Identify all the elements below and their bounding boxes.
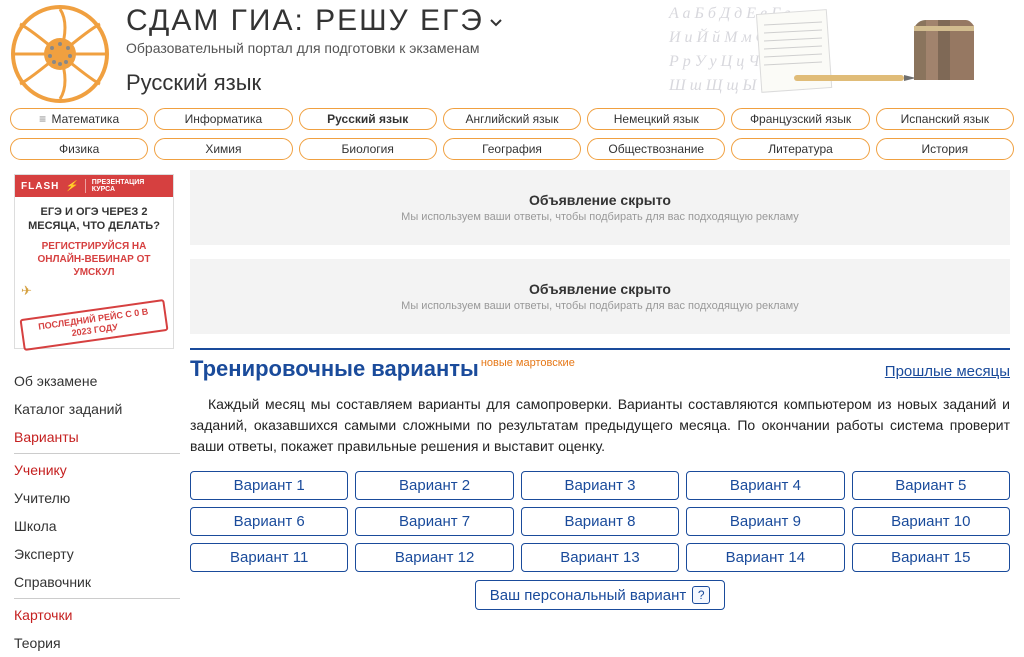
ad-flash-sub: ПРЕЗЕНТАЦИЯ КУРСА [85, 179, 167, 193]
site-logo[interactable] [10, 4, 110, 104]
nav-pill-физика[interactable]: Физика [10, 138, 148, 160]
variant-button[interactable]: Вариант 9 [686, 507, 844, 536]
variant-button[interactable]: Вариант 1 [190, 471, 348, 500]
sidebar-ad-banner[interactable]: FLASH ⚡ ПРЕЗЕНТАЦИЯ КУРСА ЕГЭ И ОГЭ ЧЕРЕ… [14, 174, 174, 349]
side-menu-item[interactable]: Школа [14, 512, 180, 540]
nav-pill-немецкий-язык[interactable]: Немецкий язык [587, 108, 725, 130]
header: СДАМ ГИА: РЕШУ ЕГЭ Образовательный порта… [0, 0, 1024, 104]
variant-button[interactable]: Вариант 4 [686, 471, 844, 500]
site-title-text: СДАМ ГИА: РЕШУ ЕГЭ [126, 4, 484, 38]
side-menu: Об экзаменеКаталог заданийВариантыУченик… [14, 367, 180, 657]
side-menu-item[interactable]: Учителю [14, 484, 180, 512]
side-menu-item[interactable]: Каталог заданий [14, 395, 180, 423]
variant-button[interactable]: Вариант 11 [190, 543, 348, 572]
section-body: Каждый месяц мы составляем варианты для … [190, 394, 1010, 457]
hidden-ad-block-2: Объявление скрыто Мы используем ваши отв… [190, 259, 1010, 334]
variant-button[interactable]: Вариант 7 [355, 507, 513, 536]
nav-pill-биология[interactable]: Биология [299, 138, 437, 160]
header-decoration: A а Б б Д д Е е Г г И и Й й М м О о Р р … [664, 0, 1014, 100]
help-icon[interactable]: ? [692, 586, 710, 604]
nav-pill-label: Обществознание [608, 142, 704, 156]
nav-pill-литература[interactable]: Литература [731, 138, 869, 160]
nav-pill-label: Математика [52, 112, 120, 126]
variant-button[interactable]: Вариант 12 [355, 543, 513, 572]
variant-button[interactable]: Вариант 14 [686, 543, 844, 572]
nav-pill-label: Английский язык [465, 112, 558, 126]
hidden-ad-sub: Мы используем ваши ответы, чтобы подбира… [200, 300, 1000, 312]
sidebar: FLASH ⚡ ПРЕЗЕНТАЦИЯ КУРСА ЕГЭ И ОГЭ ЧЕРЕ… [0, 170, 180, 657]
section-title: Тренировочные варианты [190, 356, 479, 382]
nav-pill-label: Литература [768, 142, 833, 156]
variant-button[interactable]: Вариант 10 [852, 507, 1010, 536]
side-menu-item[interactable]: Карточки [14, 598, 180, 629]
past-months-link[interactable]: Прошлые месяцы [885, 363, 1010, 380]
nav-pill-label: Физика [59, 142, 99, 156]
nav-pill-label: Химия [205, 142, 241, 156]
variants-grid: Вариант 1Вариант 2Вариант 3Вариант 4Вари… [190, 471, 1010, 572]
variant-button[interactable]: Вариант 15 [852, 543, 1010, 572]
nav-pill-label: Французский язык [750, 112, 851, 126]
svg-text:Р р У у Ц ц Ч ч: Р р У у Ц ц Ч ч [668, 53, 771, 70]
variant-button[interactable]: Вариант 8 [521, 507, 679, 536]
nav-pill-история[interactable]: История [876, 138, 1014, 160]
nav-pill-обществознание[interactable]: Обществознание [587, 138, 725, 160]
personal-variant-label: Ваш персональный вариант [490, 587, 687, 604]
nav-row-2: Физика Химия Биология География Обществознан… [0, 134, 1024, 164]
ad-stamp: ПОСЛЕДНИЙ РЕЙС С 0 В 2023 ГОДУ [20, 299, 169, 351]
nav-pill-испанский-язык[interactable]: Испанский язык [876, 108, 1014, 130]
variant-button[interactable]: Вариант 6 [190, 507, 348, 536]
hidden-ad-title: Объявление скрыто [200, 281, 1000, 297]
nav-pill-русский-язык[interactable]: Русский язык [299, 108, 437, 130]
section-badge: новые мартовские [481, 357, 575, 369]
ad-flash-header: FLASH ⚡ ПРЕЗЕНТАЦИЯ КУРСА [15, 175, 173, 197]
nav-pill-информатика[interactable]: Информатика [154, 108, 292, 130]
nav-pill-label: География [482, 142, 542, 156]
hidden-ad-sub: Мы используем ваши ответы, чтобы подбира… [200, 211, 1000, 223]
section-head: Тренировочные варианты новые мартовские … [190, 348, 1010, 382]
ad-register-text: РЕГИСТРИРУЙСЯ НА ОНЛАЙН-ВЕБИНАР ОТ УМСКУ… [21, 240, 167, 279]
ad-body: ЕГЭ И ОГЭ ЧЕРЕЗ 2 МЕСЯЦА, ЧТО ДЕЛАТЬ? РЕ… [15, 197, 173, 348]
variant-button[interactable]: Вариант 5 [852, 471, 1010, 500]
nav-pill-география[interactable]: География [443, 138, 581, 160]
side-menu-item[interactable]: Об экзамене [14, 367, 180, 395]
chevron-down-icon [488, 4, 504, 38]
nav-pill-label: Немецкий язык [614, 112, 699, 126]
nav-pill-математика[interactable]: ≡ Математика [10, 108, 148, 130]
nav-pill-label: Информатика [185, 112, 263, 126]
nav-pill-английский-язык[interactable]: Английский язык [443, 108, 581, 130]
nav-pill-label: Биология [342, 142, 394, 156]
personal-variant-button[interactable]: Ваш персональный вариант ? [475, 580, 726, 610]
nav-pill-label: История [922, 142, 969, 156]
hamburger-icon: ≡ [39, 112, 49, 126]
side-menu-item[interactable]: Варианты [14, 423, 180, 451]
side-menu-item[interactable]: Справочник [14, 568, 180, 596]
ad-headline: ЕГЭ И ОГЭ ЧЕРЕЗ 2 МЕСЯЦА, ЧТО ДЕЛАТЬ? [21, 205, 167, 234]
side-menu-item[interactable]: Эксперту [14, 540, 180, 568]
content: Объявление скрыто Мы используем ваши отв… [180, 170, 1024, 657]
nav-pill-французский-язык[interactable]: Французский язык [731, 108, 869, 130]
nav-pill-химия[interactable]: Химия [154, 138, 292, 160]
hidden-ad-block-1: Объявление скрыто Мы используем ваши отв… [190, 170, 1010, 245]
hidden-ad-title: Объявление скрыто [200, 192, 1000, 208]
nav-pill-label: Испанский язык [901, 112, 989, 126]
side-menu-item[interactable]: Теория [14, 629, 180, 657]
nav-row-1: ≡ Математика Информатика Русский язык Англи… [0, 104, 1024, 134]
side-menu-item[interactable]: Ученику [14, 453, 180, 484]
ad-flash-label: FLASH [21, 181, 59, 192]
variant-button[interactable]: Вариант 2 [355, 471, 513, 500]
variant-button[interactable]: Вариант 3 [521, 471, 679, 500]
variant-button[interactable]: Вариант 13 [521, 543, 679, 572]
nav-pill-label: Русский язык [327, 112, 408, 126]
